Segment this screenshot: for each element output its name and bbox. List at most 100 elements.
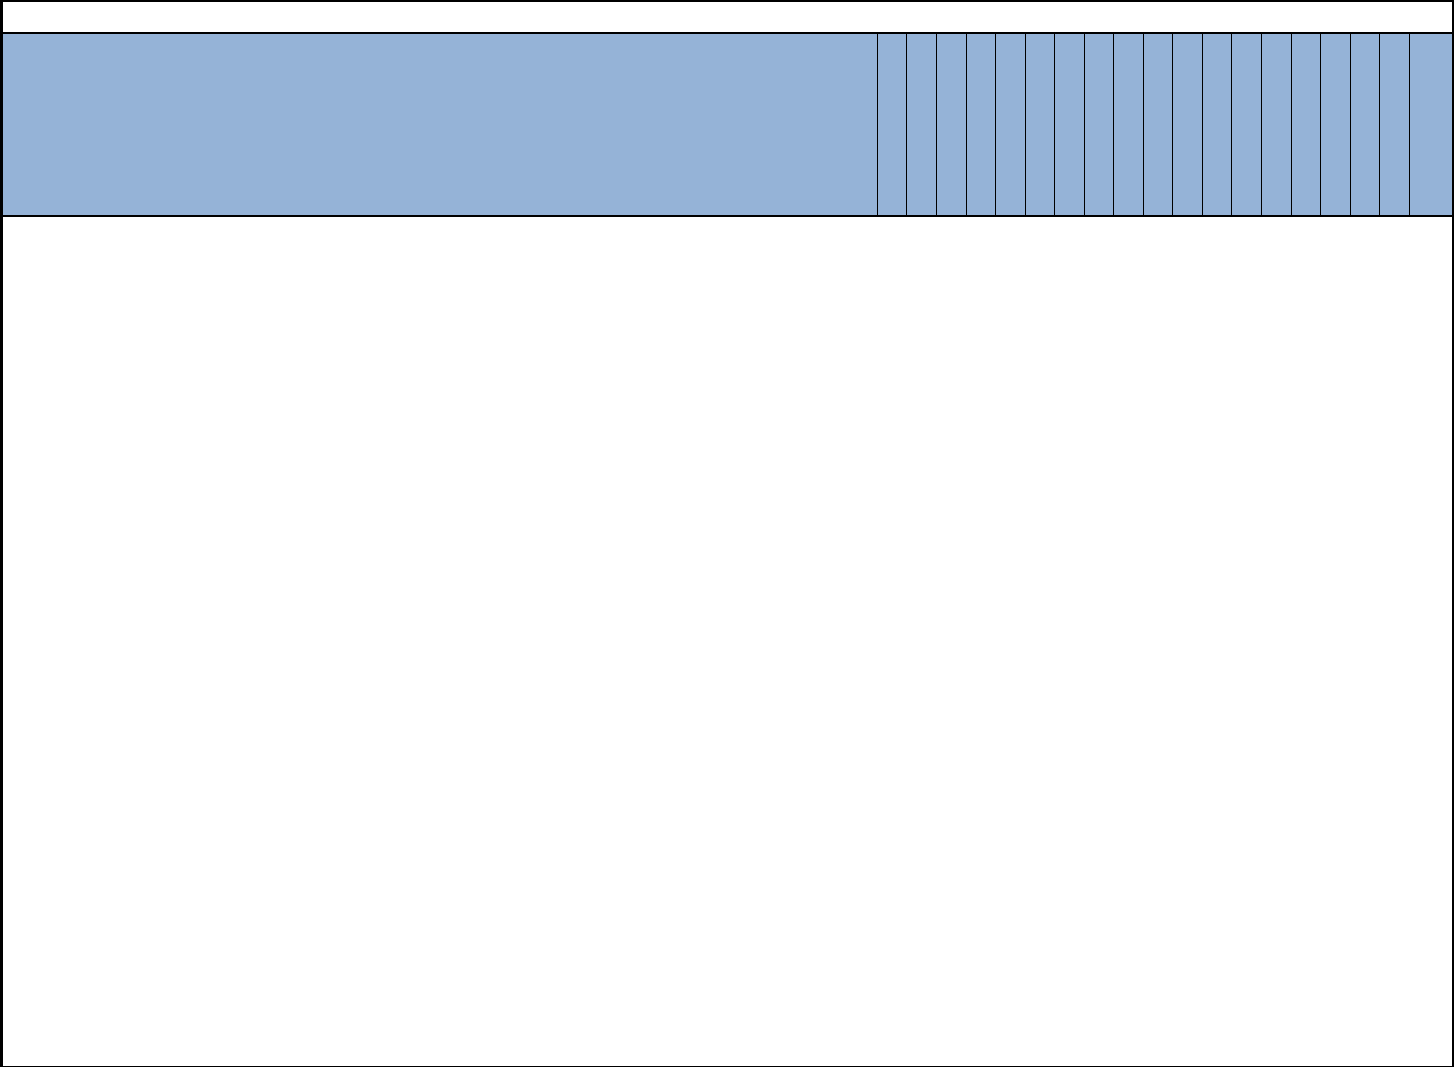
table-cell[interactable] [1203, 298, 1233, 319]
table-cell[interactable] [1292, 621, 1322, 643]
table-cell[interactable] [1292, 399, 1322, 420]
table-cell[interactable] [1262, 561, 1293, 582]
table-cell[interactable] [1055, 925, 1086, 946]
table-cell[interactable] [1114, 419, 1145, 440]
table-cell[interactable] [996, 1026, 1027, 1047]
table-cell[interactable] [878, 1005, 908, 1027]
table-cell[interactable] [848, 581, 879, 602]
table-cell[interactable] [1203, 318, 1233, 339]
table-cell[interactable] [1203, 985, 1233, 1006]
table-cell[interactable] [907, 338, 938, 360]
table-cell[interactable] [996, 722, 1027, 744]
table-cell[interactable] [996, 642, 1027, 663]
table-cell[interactable] [1085, 803, 1115, 824]
table-cell[interactable] [0, 298, 849, 319]
table-cell[interactable] [1173, 379, 1204, 400]
table-cell[interactable] [1026, 278, 1056, 299]
table-cell[interactable] [1203, 884, 1233, 905]
table-cell[interactable] [1026, 561, 1056, 582]
table-cell[interactable] [0, 743, 849, 764]
table-cell[interactable] [1232, 783, 1263, 804]
table-cell[interactable] [907, 621, 938, 643]
table-cell[interactable] [1114, 581, 1145, 602]
table-cell[interactable] [1292, 237, 1322, 258]
table-cell[interactable] [878, 763, 908, 784]
table-cell[interactable] [1173, 682, 1204, 703]
table-cell[interactable] [1055, 480, 1086, 501]
table-cell[interactable] [1410, 439, 1454, 461]
table-cell[interactable] [1232, 561, 1263, 582]
table-cell[interactable] [1292, 945, 1322, 966]
table-cell[interactable] [1321, 985, 1352, 1006]
table-cell[interactable] [937, 460, 968, 481]
table-cell[interactable] [1410, 480, 1454, 501]
top-row-cell[interactable] [1203, 0, 1233, 33]
table-cell[interactable] [878, 642, 908, 663]
table-cell[interactable] [1055, 904, 1086, 926]
table-cell[interactable] [937, 561, 968, 582]
table-cell[interactable] [878, 338, 908, 360]
table-cell[interactable] [996, 399, 1027, 420]
table-cell[interactable] [0, 925, 849, 946]
table-cell[interactable] [1203, 439, 1233, 461]
table-cell[interactable] [1085, 601, 1115, 622]
table-cell[interactable] [1085, 237, 1115, 258]
table-cell[interactable] [1351, 520, 1381, 541]
table-cell[interactable] [937, 682, 968, 703]
table-cell[interactable] [1026, 823, 1056, 845]
table-cell[interactable] [937, 298, 968, 319]
table-cell[interactable] [1292, 601, 1322, 622]
table-cell[interactable] [1232, 257, 1263, 279]
table-cell[interactable] [878, 318, 908, 339]
table-cell[interactable] [1055, 298, 1086, 319]
table-cell[interactable] [907, 925, 938, 946]
table-cell[interactable] [1380, 500, 1411, 521]
table-cell[interactable] [967, 439, 997, 461]
table-cell[interactable] [1351, 399, 1381, 420]
table-cell[interactable] [1173, 237, 1204, 258]
table-cell[interactable] [1173, 985, 1204, 1006]
table-cell[interactable] [1262, 439, 1293, 461]
table-cell[interactable] [848, 399, 879, 420]
table-cell[interactable] [0, 419, 849, 440]
table-cell[interactable] [1144, 561, 1174, 582]
table-cell[interactable] [907, 682, 938, 703]
top-row-cell[interactable] [907, 0, 938, 33]
table-cell[interactable] [937, 702, 968, 723]
table-cell[interactable] [1144, 621, 1174, 643]
table-cell[interactable] [1232, 500, 1263, 521]
table-cell[interactable] [1026, 803, 1056, 824]
table-cell[interactable] [1173, 864, 1204, 885]
table-cell[interactable] [1410, 520, 1454, 541]
table-cell[interactable] [937, 803, 968, 824]
table-cell[interactable] [937, 480, 968, 501]
table-cell[interactable] [1351, 662, 1381, 683]
table-cell[interactable] [1380, 925, 1411, 946]
table-cell[interactable] [937, 945, 968, 966]
table-cell[interactable] [1262, 884, 1293, 905]
table-cell[interactable] [1114, 439, 1145, 461]
table-cell[interactable] [1321, 298, 1352, 319]
table-cell[interactable] [1262, 419, 1293, 440]
table-cell[interactable] [1026, 642, 1056, 663]
table-cell[interactable] [937, 743, 968, 764]
table-cell[interactable] [1203, 722, 1233, 744]
table-cell[interactable] [1085, 1046, 1115, 1067]
table-cell[interactable] [1351, 1026, 1381, 1047]
table-cell[interactable] [996, 763, 1027, 784]
table-cell[interactable] [907, 823, 938, 845]
table-cell[interactable] [0, 237, 849, 258]
table-cell[interactable] [848, 1026, 879, 1047]
table-cell[interactable] [907, 945, 938, 966]
table-cell[interactable] [1232, 439, 1263, 461]
table-cell[interactable] [1292, 763, 1322, 784]
table-cell[interactable] [1144, 500, 1174, 521]
table-cell[interactable] [878, 722, 908, 744]
table-cell[interactable] [907, 662, 938, 683]
table-cell[interactable] [1144, 985, 1174, 1006]
table-cell[interactable] [996, 520, 1027, 541]
table-cell[interactable] [848, 621, 879, 643]
table-cell[interactable] [1380, 460, 1411, 481]
table-cell[interactable] [1203, 763, 1233, 784]
table-cell[interactable] [907, 278, 938, 299]
